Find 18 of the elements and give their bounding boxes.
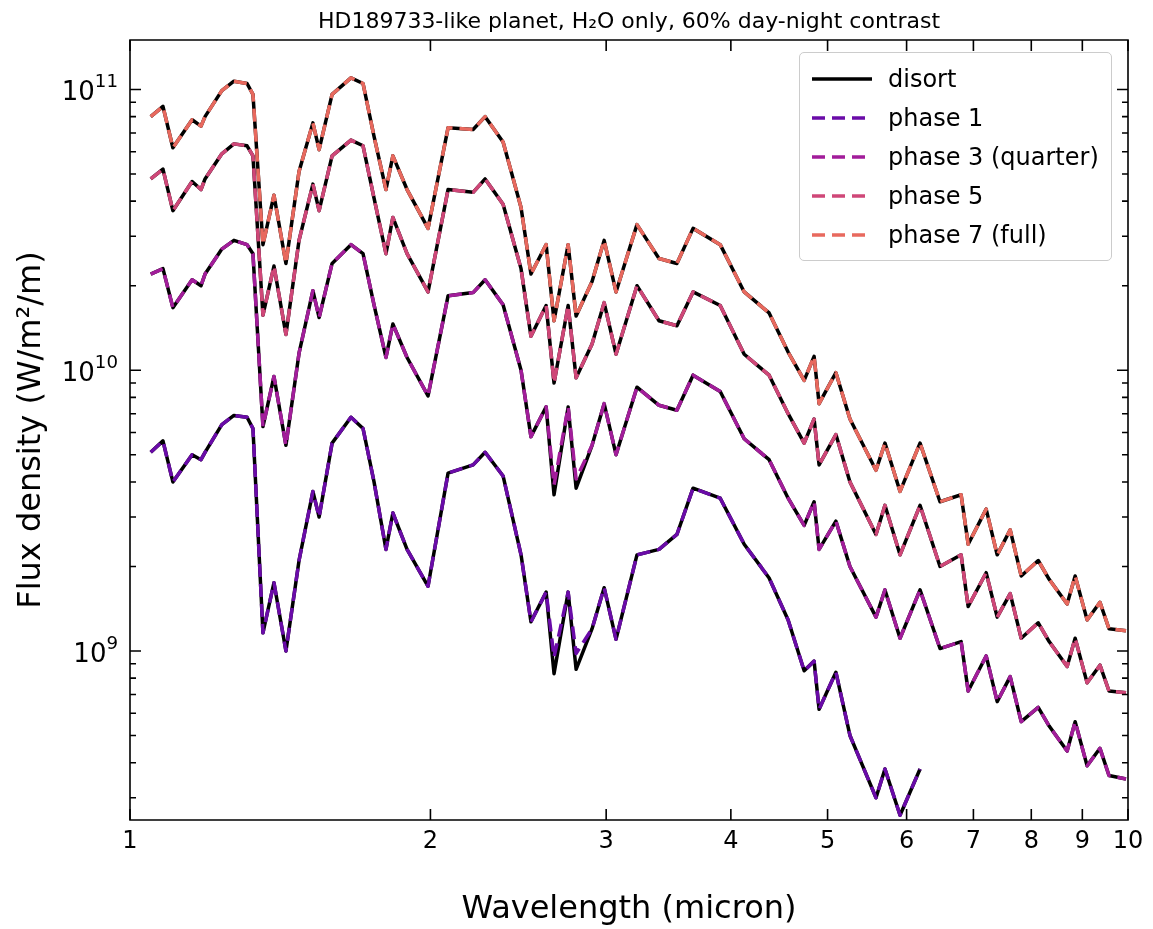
x-tick-label: 5 (819, 826, 836, 855)
chart-title: HD189733-like planet, H₂O only, 60% day-night contrast (317, 8, 941, 33)
x-tick-label: 3 (598, 826, 614, 855)
x-axis-title: Wavelength (micron) (461, 888, 797, 926)
x-tick-label: 4 (723, 826, 739, 855)
legend-label: phase 3 (quarter) (888, 142, 1099, 171)
legend-label: phase 7 (full) (888, 220, 1047, 249)
x-tick-label: 7 (965, 826, 982, 855)
x-tick-label: 2 (422, 826, 439, 855)
y-axis-title: Flux density (W/m²/m) (10, 251, 48, 609)
legend-label: phase 5 (888, 181, 984, 210)
x-tick-label: 10 (1112, 826, 1144, 855)
x-tick-label: 1 (122, 826, 138, 855)
x-tick-label: 8 (1023, 826, 1039, 855)
x-tick-label: 6 (898, 826, 915, 855)
legend-label: phase 1 (888, 103, 984, 132)
x-tick-label: 9 (1074, 826, 1090, 855)
legend-label: disort (888, 64, 957, 93)
